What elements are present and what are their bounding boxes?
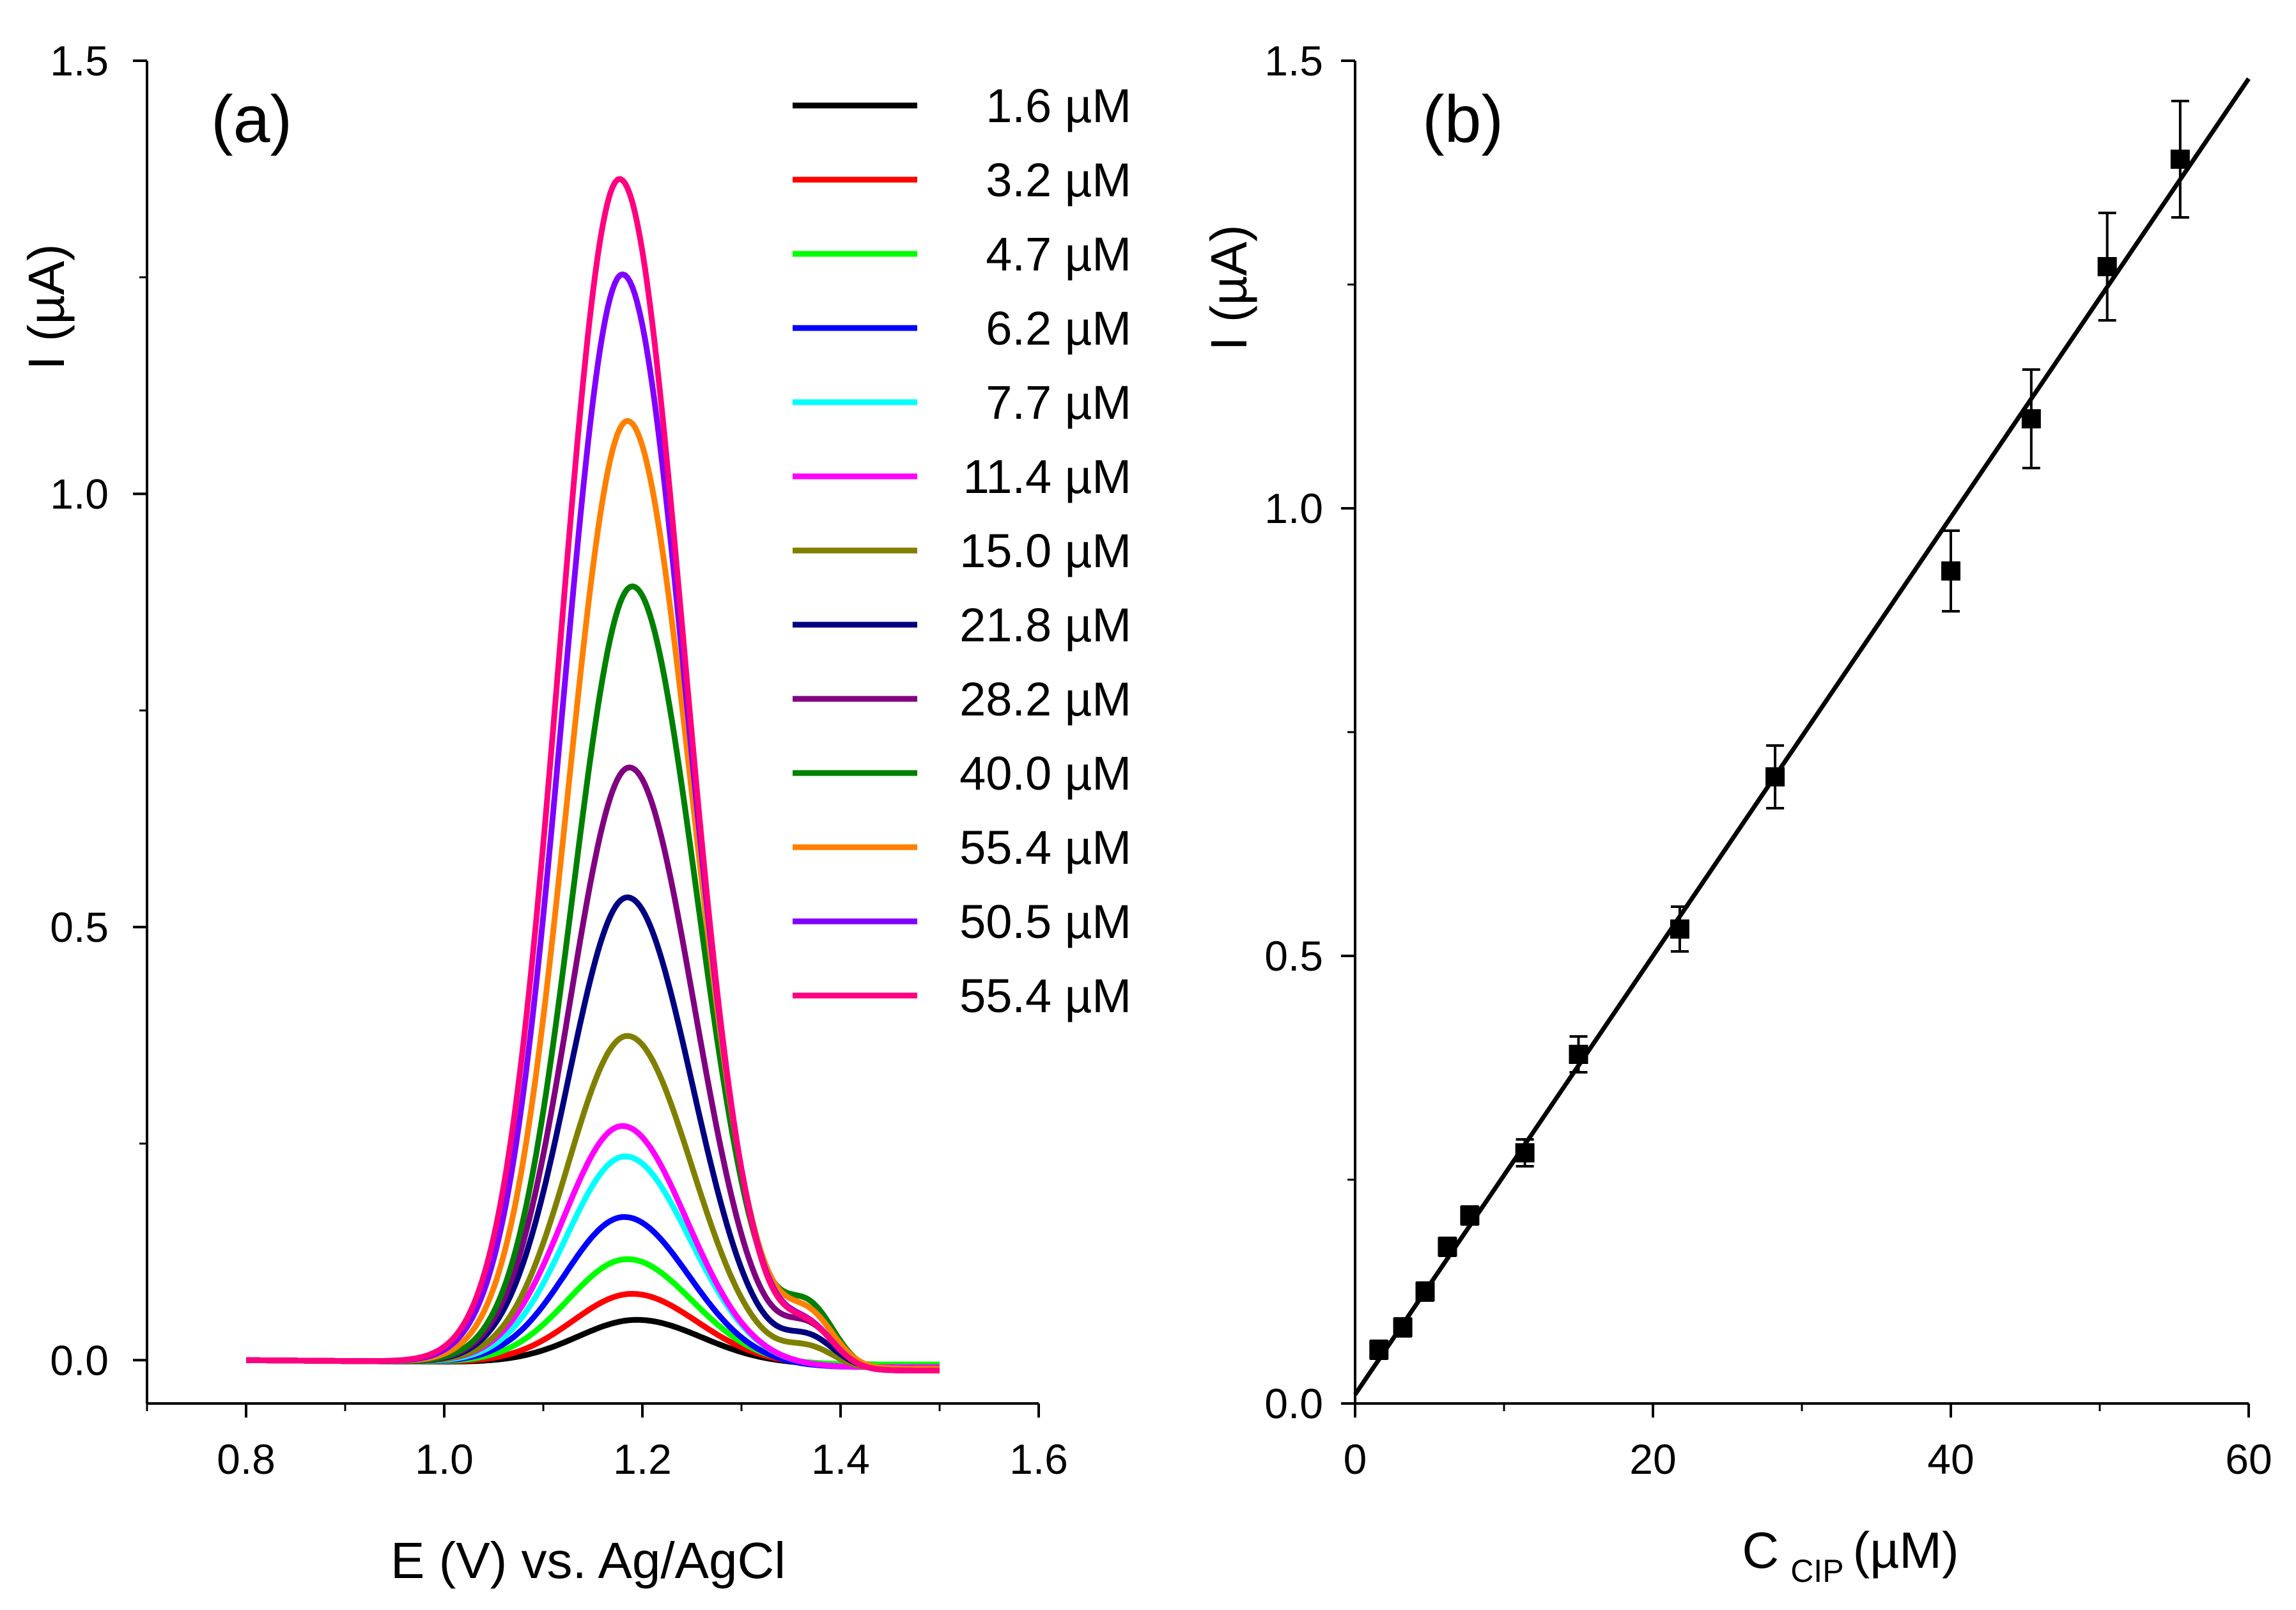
panel-a-y-tick-label: 0.5 xyxy=(50,903,109,951)
data-point-1 xyxy=(1369,1340,1389,1360)
panel-b-x-tick-label: 60 xyxy=(2225,1435,2272,1483)
square-marker xyxy=(1765,767,1785,786)
data-point-13 xyxy=(2170,100,2190,219)
data-point-7 xyxy=(1569,1035,1588,1074)
data-point-4 xyxy=(1438,1237,1457,1257)
data-point-6 xyxy=(1515,1138,1535,1168)
data-point-3 xyxy=(1415,1281,1435,1302)
legend-label-5: 7.7 µM xyxy=(986,376,1131,429)
panel-a-x-tick-label: 1.2 xyxy=(613,1435,672,1483)
legend-label-12: 50.5 µM xyxy=(959,895,1131,948)
panel-a-xlabel: E (V) vs. Ag/AgCl xyxy=(391,1532,786,1589)
panel-b: 0 20 40 60 0.0 0.5 1.0 1.5 (b) C CIP (µM) I (µA) xyxy=(1200,37,2272,1589)
panel-b-y-tick-label: 0.5 xyxy=(1264,932,1323,980)
curve-13 xyxy=(245,176,940,1373)
legend-label-3: 4.7 µM xyxy=(986,228,1131,281)
legend: 1.6 µM 3.2 µM 4.7 µM 6.2 µM 7.7 µM 11.4 µM 15.… xyxy=(793,79,1131,1022)
panel-b-label: (b) xyxy=(1422,82,1503,157)
data-point-5 xyxy=(1460,1205,1480,1226)
square-marker xyxy=(2021,409,2041,428)
panel-b-y-tick-label: 1.5 xyxy=(1264,37,1323,84)
data-point-2 xyxy=(1393,1317,1413,1338)
data-point-10 xyxy=(1941,529,1960,613)
panel-b-x-tick-label: 40 xyxy=(1927,1435,1974,1483)
panel-a-x-tick-label: 0.8 xyxy=(217,1435,275,1483)
square-marker xyxy=(2170,150,2190,169)
legend-label-4: 6.2 µM xyxy=(986,302,1131,355)
panel-b-x-tick-label: 0 xyxy=(1344,1435,1367,1483)
panel-b-ylabel: I (µA) xyxy=(1200,224,1257,350)
linear-fit-line xyxy=(1353,77,2251,1396)
square-marker xyxy=(1941,561,1960,581)
panel-a-y-tick-label: 0.0 xyxy=(50,1336,109,1384)
legend-label-7: 15.0 µM xyxy=(959,524,1131,577)
panel-b-xlabel: C CIP (µM) xyxy=(1742,1522,1959,1589)
legend-label-10: 40.0 µM xyxy=(959,747,1131,800)
panel-a-x-tick-label: 1.0 xyxy=(415,1435,474,1483)
panel-b-xlabel-unit: (µM) xyxy=(1853,1522,1959,1579)
panel-a-x-tick-label: 1.6 xyxy=(1009,1435,1068,1483)
panel-a-label: (a) xyxy=(211,82,292,157)
panel-a-y-tick-label: 1.0 xyxy=(50,470,109,517)
square-marker xyxy=(1415,1282,1435,1301)
panel-b-xlabel-sub: CIP xyxy=(1790,1553,1843,1589)
square-marker xyxy=(1515,1143,1535,1162)
voltammogram-curves xyxy=(245,176,940,1373)
panel-b-y-tick-label: 0.0 xyxy=(1264,1380,1323,1427)
legend-label-9: 28.2 µM xyxy=(959,673,1131,726)
calibration-points xyxy=(1369,100,2190,1360)
data-point-8 xyxy=(1670,905,1689,953)
square-marker xyxy=(2097,257,2117,276)
square-marker xyxy=(1438,1237,1457,1256)
square-marker xyxy=(1369,1340,1389,1359)
square-marker xyxy=(1393,1318,1413,1337)
panel-b-y-tick-label: 1.0 xyxy=(1264,485,1323,532)
legend-label-2: 3.2 µM xyxy=(986,153,1131,207)
panel-a-ylabel: I (µA) xyxy=(18,244,75,370)
data-point-12 xyxy=(2097,212,2117,322)
square-marker xyxy=(1670,919,1689,939)
panel-b-xlabel-main: C xyxy=(1742,1522,1779,1579)
panel-b-axes: 0 20 40 60 0.0 0.5 1.0 1.5 xyxy=(1264,37,2272,1483)
legend-label-13: 55.4 µM xyxy=(959,969,1131,1022)
panel-a-axes: 0.8 1.0 1.2 1.4 1.6 0.0 0.5 1.0 1.5 xyxy=(50,37,1068,1483)
square-marker xyxy=(1460,1206,1480,1225)
data-point-9 xyxy=(1765,744,1785,809)
data-point-11 xyxy=(2021,368,2041,469)
square-marker xyxy=(1569,1045,1588,1064)
panel-a: 0.8 1.0 1.2 1.4 1.6 0.0 0.5 1.0 1.5 (a) E (V) vs… xyxy=(18,37,1131,1589)
panel-a-y-tick-label: 1.5 xyxy=(50,37,109,84)
legend-label-6: 11.4 µM xyxy=(963,450,1131,503)
legend-label-8: 21.8 µM xyxy=(959,598,1131,652)
legend-label-1: 1.6 µM xyxy=(986,79,1131,132)
panel-b-x-tick-label: 20 xyxy=(1629,1435,1676,1483)
legend-label-11: 55.4 µM xyxy=(959,821,1131,874)
panel-a-x-tick-label: 1.4 xyxy=(811,1435,870,1483)
